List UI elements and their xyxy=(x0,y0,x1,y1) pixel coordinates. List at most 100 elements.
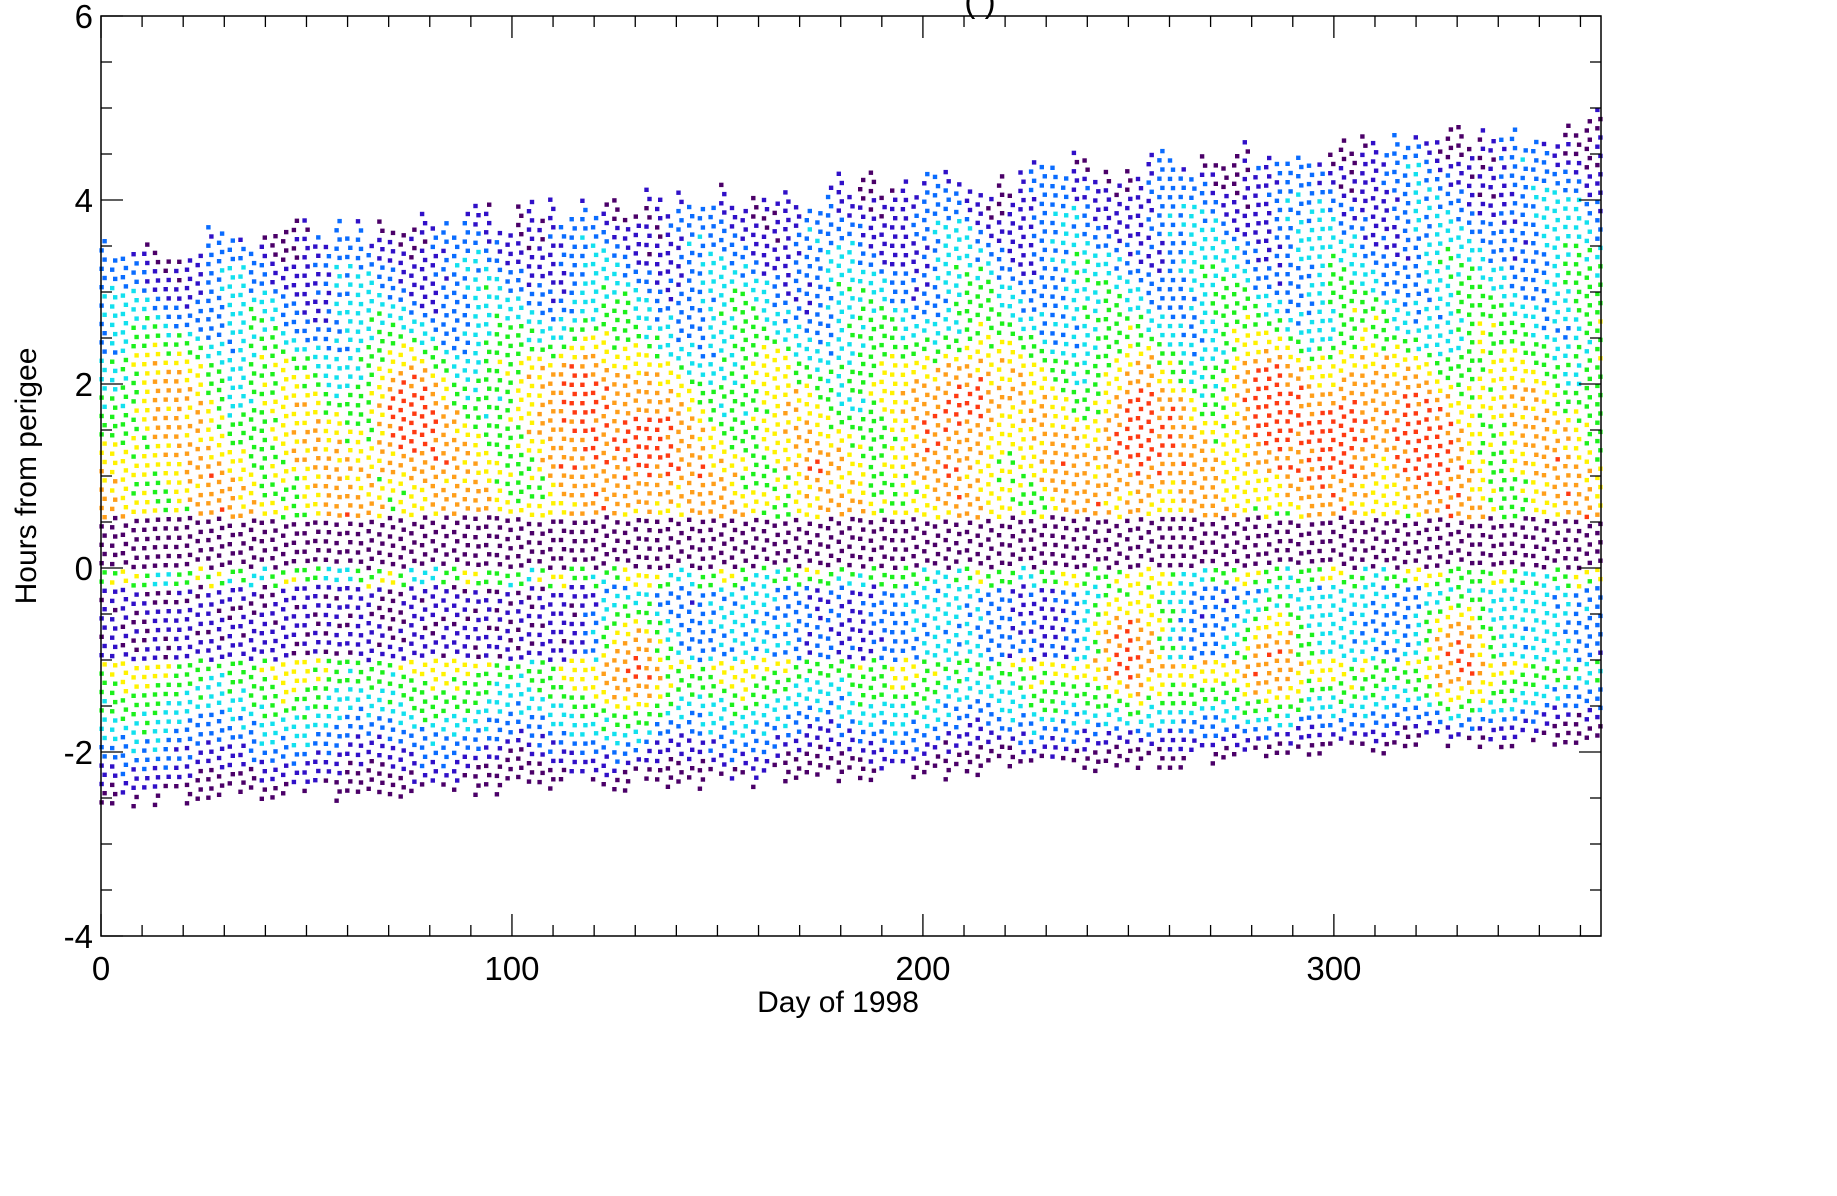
data-point xyxy=(155,370,161,375)
data-point xyxy=(828,222,834,227)
data-point xyxy=(145,352,150,358)
data-point xyxy=(551,298,556,304)
data-point xyxy=(668,370,674,375)
data-point xyxy=(348,264,353,269)
data-point xyxy=(505,684,510,689)
data-point xyxy=(198,345,203,351)
data-point xyxy=(604,202,609,207)
data-point xyxy=(690,729,695,734)
data-point xyxy=(722,688,727,694)
data-point xyxy=(615,299,620,304)
data-point xyxy=(890,390,895,396)
data-point xyxy=(679,770,684,775)
data-point xyxy=(922,181,927,186)
data-point xyxy=(697,565,703,571)
data-point xyxy=(465,579,470,585)
data-point xyxy=(455,759,460,765)
data-point xyxy=(825,636,831,641)
data-point xyxy=(241,651,246,656)
data-point xyxy=(775,256,780,262)
data-point xyxy=(380,762,385,767)
data-point xyxy=(152,729,158,734)
data-point xyxy=(572,410,577,415)
data-point xyxy=(722,320,727,326)
data-point xyxy=(206,501,211,506)
data-point xyxy=(914,508,919,513)
data-point xyxy=(625,466,631,471)
data-point xyxy=(273,234,278,239)
data-point xyxy=(825,286,831,292)
data-point xyxy=(743,466,748,471)
data-point xyxy=(697,344,703,350)
data-point xyxy=(893,694,898,699)
data-point xyxy=(412,337,417,343)
data-point xyxy=(911,498,916,504)
data-point xyxy=(529,439,535,444)
data-point xyxy=(839,309,844,314)
data-point xyxy=(291,356,297,361)
data-point xyxy=(668,646,674,651)
data-point xyxy=(825,710,831,715)
data-point xyxy=(262,327,267,332)
data-point xyxy=(946,381,951,386)
data-point xyxy=(868,428,874,433)
data-point xyxy=(476,709,481,715)
data-point xyxy=(879,471,884,477)
data-point xyxy=(729,721,735,726)
data-point xyxy=(281,294,286,299)
data-point xyxy=(227,413,232,418)
data-point xyxy=(337,421,342,426)
data-point xyxy=(198,566,203,571)
data-point xyxy=(334,430,339,435)
data-point xyxy=(548,473,553,478)
data-point xyxy=(732,215,738,220)
data-point xyxy=(155,517,161,522)
data-point xyxy=(828,498,834,503)
data-point xyxy=(152,600,158,605)
data-point xyxy=(526,411,532,416)
data-point xyxy=(369,667,374,672)
data-point xyxy=(476,452,481,457)
data-point xyxy=(187,258,193,263)
data-point xyxy=(871,750,877,755)
data-point xyxy=(847,268,852,273)
data-point xyxy=(430,391,435,397)
data-point xyxy=(508,638,513,643)
data-point xyxy=(323,612,329,618)
data-point xyxy=(775,532,780,538)
data-point xyxy=(922,346,927,352)
data-point xyxy=(847,673,852,678)
data-point xyxy=(935,367,941,373)
data-point xyxy=(401,306,406,312)
data-point xyxy=(387,736,393,742)
data-point xyxy=(900,262,906,267)
data-point xyxy=(294,292,300,297)
data-point xyxy=(198,695,203,700)
data-point xyxy=(914,728,919,734)
data-point xyxy=(601,763,606,768)
data-point xyxy=(655,206,660,212)
data-point xyxy=(476,636,481,641)
data-point xyxy=(355,752,361,758)
data-point xyxy=(281,551,286,557)
data-point xyxy=(807,613,812,618)
data-point xyxy=(793,315,799,320)
data-point xyxy=(647,693,652,698)
data-point xyxy=(366,418,371,423)
data-point xyxy=(508,711,513,717)
data-point xyxy=(348,282,353,287)
data-point xyxy=(583,575,588,581)
data-point xyxy=(818,303,823,308)
data-point xyxy=(505,408,510,413)
data-point xyxy=(644,776,649,781)
data-point xyxy=(925,190,930,195)
data-point xyxy=(497,782,503,788)
data-point xyxy=(326,493,332,498)
data-point xyxy=(358,412,364,417)
data-point xyxy=(697,436,703,442)
data-point xyxy=(839,751,844,756)
data-point xyxy=(708,343,713,349)
data-point xyxy=(839,604,844,609)
data-point xyxy=(259,391,264,397)
data-point xyxy=(700,464,706,469)
